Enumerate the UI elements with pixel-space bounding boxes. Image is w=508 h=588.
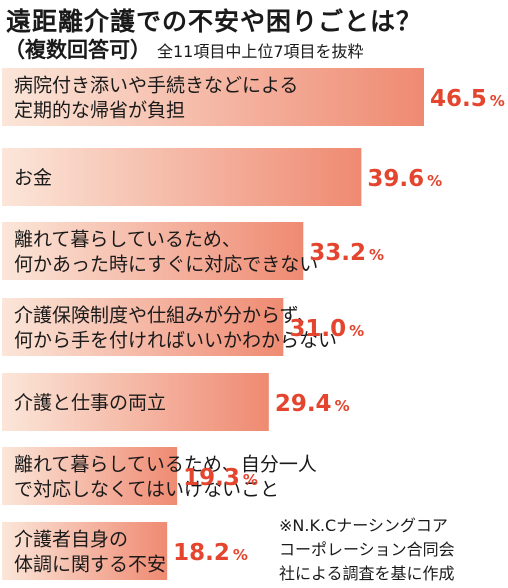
bar	[2, 373, 269, 431]
bar	[2, 222, 304, 280]
bar-label: 体調に関する不安	[14, 554, 166, 576]
bar-label: お金	[14, 167, 52, 189]
source-line: 社による調査を基に作成	[279, 564, 455, 583]
bar-label: 介護と仕事の両立	[14, 392, 166, 414]
chart-title: 遠距離介護での不安や困りごとは？	[6, 7, 423, 36]
bar-label: 離れて暮らしているため、自分一人	[14, 454, 317, 476]
bar	[2, 148, 362, 206]
source-line: コーポレーション合同会	[279, 540, 455, 559]
source-note: ※N.K.Cナーシングコア コーポレーション合同会 社による調査を基に作成	[279, 514, 455, 586]
subtitle-main: （複数回答可）	[4, 38, 151, 62]
bar-label: 病院付き添いや手続きなどによる	[14, 75, 298, 97]
value-label: 29.4%	[275, 391, 350, 417]
value-label: 39.6%	[367, 166, 442, 192]
value-label: 31.0%	[289, 316, 364, 342]
bar-label: で対応しなくてはいけないこと	[14, 479, 279, 501]
subtitle-note: 全11項目中上位7項目を抜粋	[157, 42, 364, 61]
value-label: 18.2%	[173, 540, 248, 566]
value-label: 46.5%	[430, 86, 505, 112]
bar-label: 何かあった時にすぐに対応できない	[14, 254, 318, 276]
chart-subtitle: （複数回答可） 全11項目中上位7項目を抜粋	[4, 34, 364, 64]
bar	[2, 447, 178, 505]
bar-label: 介護保険制度や仕組みが分からず、	[14, 305, 316, 327]
bar-label: 何から手を付ければいいかわからない	[14, 330, 337, 352]
bar	[2, 522, 168, 580]
bar-label: 離れて暮らしているため、	[14, 229, 241, 251]
value-label: 19.3%	[183, 465, 258, 491]
bar	[2, 68, 424, 126]
bar	[2, 298, 284, 356]
source-line: ※N.K.Cナーシングコア	[279, 516, 448, 535]
value-label: 33.2%	[309, 240, 384, 266]
bar-label: 介護者自身の	[14, 529, 128, 551]
bar-label: 定期的な帰省が負担	[14, 100, 185, 122]
